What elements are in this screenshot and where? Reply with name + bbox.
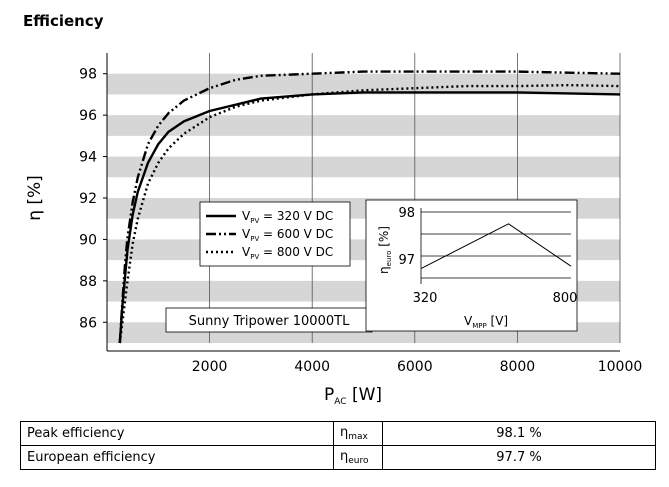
inset-series-line [420,223,572,270]
symbol: η [340,425,349,440]
row-value: 97.7 % [382,445,656,470]
background-band [107,156,620,178]
inset-x-tick-label: 800 [553,291,578,306]
row-symbol: ηmax [333,421,383,446]
tick-labels: 86 88 90 92 94 96 98 2000 4000 6000 8000 10000 [79,67,642,375]
inset-y-tick-label: 98 [398,206,415,221]
table-row: European efficiency ηeuro 97.7 % [20,445,656,470]
inset-chart: 97 98 320 800 VMPP [V] ηeuro [%] [365,199,578,332]
axis-labels: PAC [W] η [%] [25,175,382,407]
symbol-subscript: max [348,432,368,442]
background-band [107,115,620,136]
row-label: Peak efficiency [20,421,334,446]
row-symbol: ηeuro [333,445,383,470]
annotation-box [165,307,373,333]
x-axis-label: PAC [W] [324,385,382,407]
legend-label: VPV = 320 V DC [242,209,333,225]
legend-label: VPV = 600 V DC [242,227,333,243]
page-title: Efficiency [23,12,104,30]
y-tick-label: 98 [79,67,97,83]
background-band [107,73,620,95]
legend: VPV = 320 V DC VPV = 600 V DC VPV = 800 V … [199,201,351,267]
y-tick-label: 92 [79,191,97,207]
annotation: Sunny Tripower 10000TL [165,307,373,333]
row-value: 98.1 % [382,421,656,446]
x-tick-label: 4000 [294,359,330,375]
symbol: η [340,449,349,464]
series-lines [118,70,621,344]
inset-y-axis-label: ηeuro [%] [377,226,393,274]
y-axis-label: η [%] [25,175,45,221]
series-line [118,83,621,344]
x-tick-label: 2000 [192,359,228,375]
y-tick-label: 90 [79,232,97,248]
axes [106,53,620,352]
y-tick-label: 94 [79,150,97,166]
y-tick-label: 96 [79,108,97,124]
table-row: Peak efficiency ηmax 98.1 % [20,421,656,446]
inset-y-tick-label: 97 [398,253,415,268]
x-tick-label: 10000 [598,359,643,375]
annotation-label: Sunny Tripower 10000TL [189,314,350,329]
inset-x-axis-label: VMPP [V] [464,314,508,330]
inset-box [365,199,578,332]
series-line [118,70,621,344]
x-tick-label: 6000 [397,359,433,375]
x-tick-label: 8000 [500,359,536,375]
series-line [118,91,621,344]
y-tick-label: 86 [79,315,97,331]
symbol-subscript: euro [348,456,369,466]
row-label: European efficiency [20,445,334,470]
inset-x-tick-label: 320 [413,291,438,306]
y-tick-label: 88 [79,274,97,290]
spec-table: Peak efficiency ηmax 98.1 % European eff… [20,421,656,470]
legend-label: VPV = 800 V DC [242,245,333,261]
